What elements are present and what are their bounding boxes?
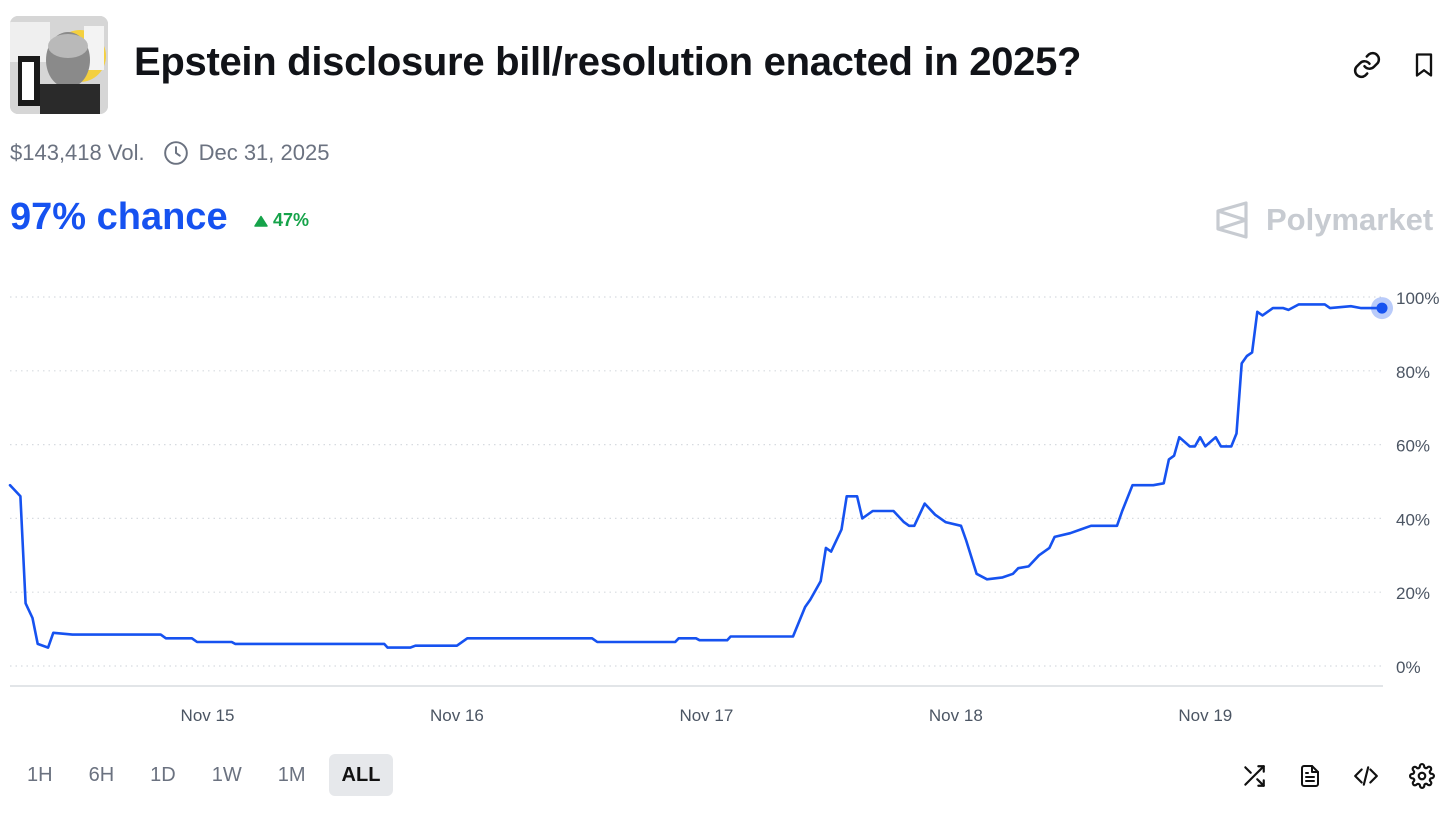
chance-value: 97% chance (10, 196, 228, 238)
series-line (8, 303, 1384, 649)
market-thumbnail (10, 16, 108, 114)
chart-toolbar (1236, 760, 1456, 792)
y-tick-label: 100% (1396, 289, 1439, 308)
x-tick-label: Nov 19 (1178, 706, 1232, 725)
polymarket-brand: Polymarket (1214, 200, 1433, 240)
current-point (1376, 302, 1388, 314)
market-title: Epstein disclosure bill/resolution enact… (134, 40, 1082, 84)
price-chart[interactable]: 100% 80% 60% 40% 20% 0% Nov 15 Nov 16 Nov 17 Nov … (0, 280, 1456, 750)
chance-change: 47% (254, 210, 309, 231)
polymarket-logo-icon (1216, 201, 1248, 239)
y-tick-label: 80% (1396, 363, 1430, 382)
market-thumbnail-image (10, 16, 108, 114)
x-tick-label: Nov 17 (679, 706, 733, 725)
range-button-1h[interactable]: 1H (14, 754, 66, 796)
range-button-1d[interactable]: 1D (137, 754, 189, 796)
range-button-all[interactable]: ALL (328, 754, 394, 796)
x-tick-label: Nov 18 (929, 706, 983, 725)
market-meta: $143,418 Vol. Dec 31, 2025 (10, 140, 329, 166)
y-tick-label: 40% (1396, 510, 1430, 529)
end-date-text: Dec 31, 2025 (198, 140, 330, 165)
clock-icon (163, 141, 188, 165)
shuffle-icon[interactable] (1236, 760, 1272, 792)
range-button-1m[interactable]: 1M (265, 754, 319, 796)
gear-icon[interactable] (1404, 760, 1440, 792)
triangle-up-icon (254, 215, 268, 227)
code-icon[interactable] (1348, 760, 1384, 792)
y-tick-label: 20% (1396, 584, 1430, 603)
volume-text: $143,418 Vol. (10, 140, 145, 165)
brand-name: Polymarket (1266, 202, 1434, 237)
x-tick-label: Nov 15 (181, 706, 235, 725)
y-tick-label: 60% (1396, 437, 1430, 456)
time-range-selector: 1H 6H 1D 1W 1M ALL (14, 754, 403, 796)
document-icon[interactable] (1292, 760, 1328, 792)
bookmark-icon[interactable] (1410, 50, 1442, 82)
change-text: 47% (273, 210, 310, 230)
x-tick-label: Nov 16 (430, 706, 484, 725)
range-button-1w[interactable]: 1W (199, 754, 255, 796)
range-button-6h[interactable]: 6H (76, 754, 128, 796)
link-icon[interactable] (1352, 50, 1384, 82)
y-tick-label: 0% (1396, 658, 1421, 677)
